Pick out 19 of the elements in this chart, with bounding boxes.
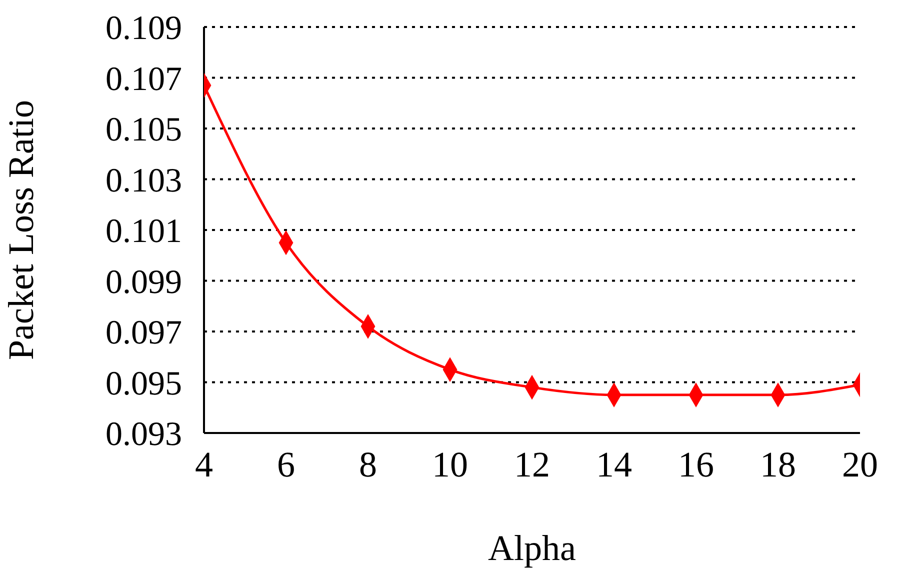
y-tick-label: 0.103 (106, 162, 182, 200)
x-tick-label: 6 (277, 444, 295, 485)
y-tick-label: 0.097 (106, 314, 182, 352)
x-tick-label: 4 (195, 444, 213, 485)
y-tick-label: 0.107 (106, 60, 182, 98)
x-tick-label: 20 (842, 444, 878, 485)
x-tick-label: 14 (596, 444, 632, 485)
x-tick-label: 8 (359, 444, 377, 485)
x-tick-label: 16 (678, 444, 714, 485)
x-axis-title: Alpha (488, 528, 576, 568)
y-tick-label: 0.095 (106, 365, 182, 402)
x-tick-label: 12 (514, 444, 550, 485)
y-tick-label: 0.109 (106, 10, 182, 48)
y-tick-label: 0.099 (106, 264, 182, 301)
y-tick-label: 0.093 (106, 416, 182, 454)
x-tick-label: 10 (432, 444, 468, 485)
y-tick-label: 0.105 (106, 112, 182, 149)
x-tick-label: 18 (760, 444, 796, 485)
y-tick-label: 0.101 (106, 213, 182, 250)
